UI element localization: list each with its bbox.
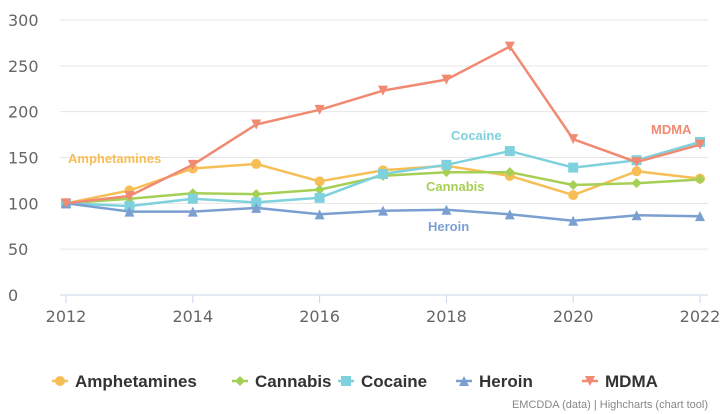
legend-marker-icon bbox=[55, 376, 65, 386]
legend-label: Amphetamines bbox=[75, 372, 197, 391]
cannabis-point[interactable] bbox=[695, 174, 705, 185]
mdma-point[interactable] bbox=[378, 85, 388, 96]
y-tick-label: 300 bbox=[8, 11, 39, 30]
series-mdma bbox=[61, 41, 705, 209]
legend-item-cannabis[interactable]: Cannabis bbox=[232, 372, 332, 391]
legend-item-amphetamines[interactable]: Amphetamines bbox=[52, 372, 197, 391]
legend-marker-icon bbox=[341, 376, 351, 386]
x-axis-ticks: 2012 2014 2016 2018 2020 2022 bbox=[46, 295, 720, 326]
heroin-point[interactable] bbox=[187, 206, 198, 217]
credits-text[interactable]: EMCDDA (data) | Highcharts (chart tool) bbox=[512, 399, 708, 411]
amphetamines-point[interactable] bbox=[568, 190, 579, 201]
legend-label: Cocaine bbox=[361, 372, 427, 391]
mdma-point[interactable] bbox=[314, 104, 325, 115]
x-tick-label: 2016 bbox=[299, 307, 340, 326]
x-tick-label: 2020 bbox=[553, 307, 594, 326]
cocaine-point[interactable] bbox=[314, 192, 325, 203]
legend-label: Cannabis bbox=[255, 372, 332, 391]
x-tick-label: 2012 bbox=[46, 307, 87, 326]
legend-marker-icon bbox=[459, 376, 469, 386]
heroin-point[interactable] bbox=[124, 206, 135, 217]
series-layer bbox=[61, 41, 705, 226]
heroin-series-label: Heroin bbox=[428, 219, 469, 234]
amphetamines-series-label: Amphetamines bbox=[68, 151, 161, 166]
legend[interactable]: Amphetamines Cannabis Cocaine Heroin MDMA bbox=[52, 372, 658, 391]
cannabis-point[interactable] bbox=[631, 178, 642, 189]
y-tick-label: 0 bbox=[8, 286, 18, 305]
heroin-point[interactable] bbox=[504, 209, 515, 220]
x-tick-label: 2014 bbox=[172, 307, 213, 326]
cocaine-point[interactable] bbox=[187, 193, 198, 204]
cannabis-point[interactable] bbox=[568, 180, 579, 190]
mdma-point[interactable] bbox=[441, 74, 452, 85]
cocaine-point[interactable] bbox=[378, 169, 388, 179]
heroin-point[interactable] bbox=[631, 210, 642, 221]
amphetamines-point[interactable] bbox=[314, 176, 325, 187]
amphetamines-point[interactable] bbox=[251, 158, 262, 169]
y-tick-label: 150 bbox=[8, 149, 39, 168]
cannabis-series-label: Cannabis bbox=[426, 179, 485, 194]
mdma-point[interactable] bbox=[187, 159, 198, 170]
cocaine-point[interactable] bbox=[441, 159, 452, 170]
mdma-point[interactable] bbox=[504, 41, 515, 52]
legend-label: Heroin bbox=[479, 372, 533, 391]
cocaine-point[interactable] bbox=[124, 201, 135, 212]
grid bbox=[60, 19, 708, 296]
amphetamines-point[interactable] bbox=[631, 166, 642, 177]
heroin-point[interactable] bbox=[378, 205, 388, 216]
cocaine-series-label: Cocaine bbox=[451, 128, 502, 143]
mdma-series-label: MDMA bbox=[651, 122, 692, 137]
cannabis-point[interactable] bbox=[504, 167, 515, 178]
x-tick-label: 2018 bbox=[426, 307, 467, 326]
cannabis-point[interactable] bbox=[314, 184, 325, 195]
legend-item-heroin[interactable]: Heroin bbox=[456, 372, 533, 391]
mdma-point[interactable] bbox=[568, 134, 579, 145]
mdma-point[interactable] bbox=[61, 198, 71, 209]
y-axis-ticks: 0 50 100 150 200 250 300 bbox=[8, 11, 39, 305]
cocaine-point[interactable] bbox=[504, 146, 515, 157]
legend-label: MDMA bbox=[605, 372, 658, 391]
y-tick-label: 100 bbox=[8, 194, 39, 213]
heroin-point[interactable] bbox=[568, 215, 579, 226]
cannabis-point[interactable] bbox=[251, 189, 262, 200]
series-labels: Amphetamines Cannabis Cocaine Heroin MDMA bbox=[68, 122, 692, 234]
mdma-point[interactable] bbox=[124, 191, 135, 201]
cocaine-point[interactable] bbox=[251, 197, 262, 208]
legend-item-mdma[interactable]: MDMA bbox=[582, 372, 658, 391]
mdma-point[interactable] bbox=[631, 157, 642, 168]
series-heroin bbox=[61, 198, 705, 226]
y-tick-label: 250 bbox=[8, 57, 39, 76]
legend-marker-icon bbox=[235, 376, 245, 386]
y-tick-label: 200 bbox=[8, 103, 39, 122]
y-tick-label: 50 bbox=[8, 240, 28, 259]
heroin-point[interactable] bbox=[314, 209, 325, 220]
series-cocaine bbox=[61, 136, 705, 212]
x-tick-label: 2022 bbox=[680, 307, 720, 326]
cocaine-point[interactable] bbox=[568, 162, 579, 173]
mdma-point[interactable] bbox=[695, 139, 705, 150]
heroin-point[interactable] bbox=[695, 211, 705, 222]
heroin-point[interactable] bbox=[251, 202, 262, 213]
heroin-point[interactable] bbox=[441, 204, 452, 215]
legend-item-cocaine[interactable]: Cocaine bbox=[338, 372, 427, 391]
legend-marker-icon bbox=[585, 376, 595, 386]
mdma-point[interactable] bbox=[251, 119, 262, 130]
